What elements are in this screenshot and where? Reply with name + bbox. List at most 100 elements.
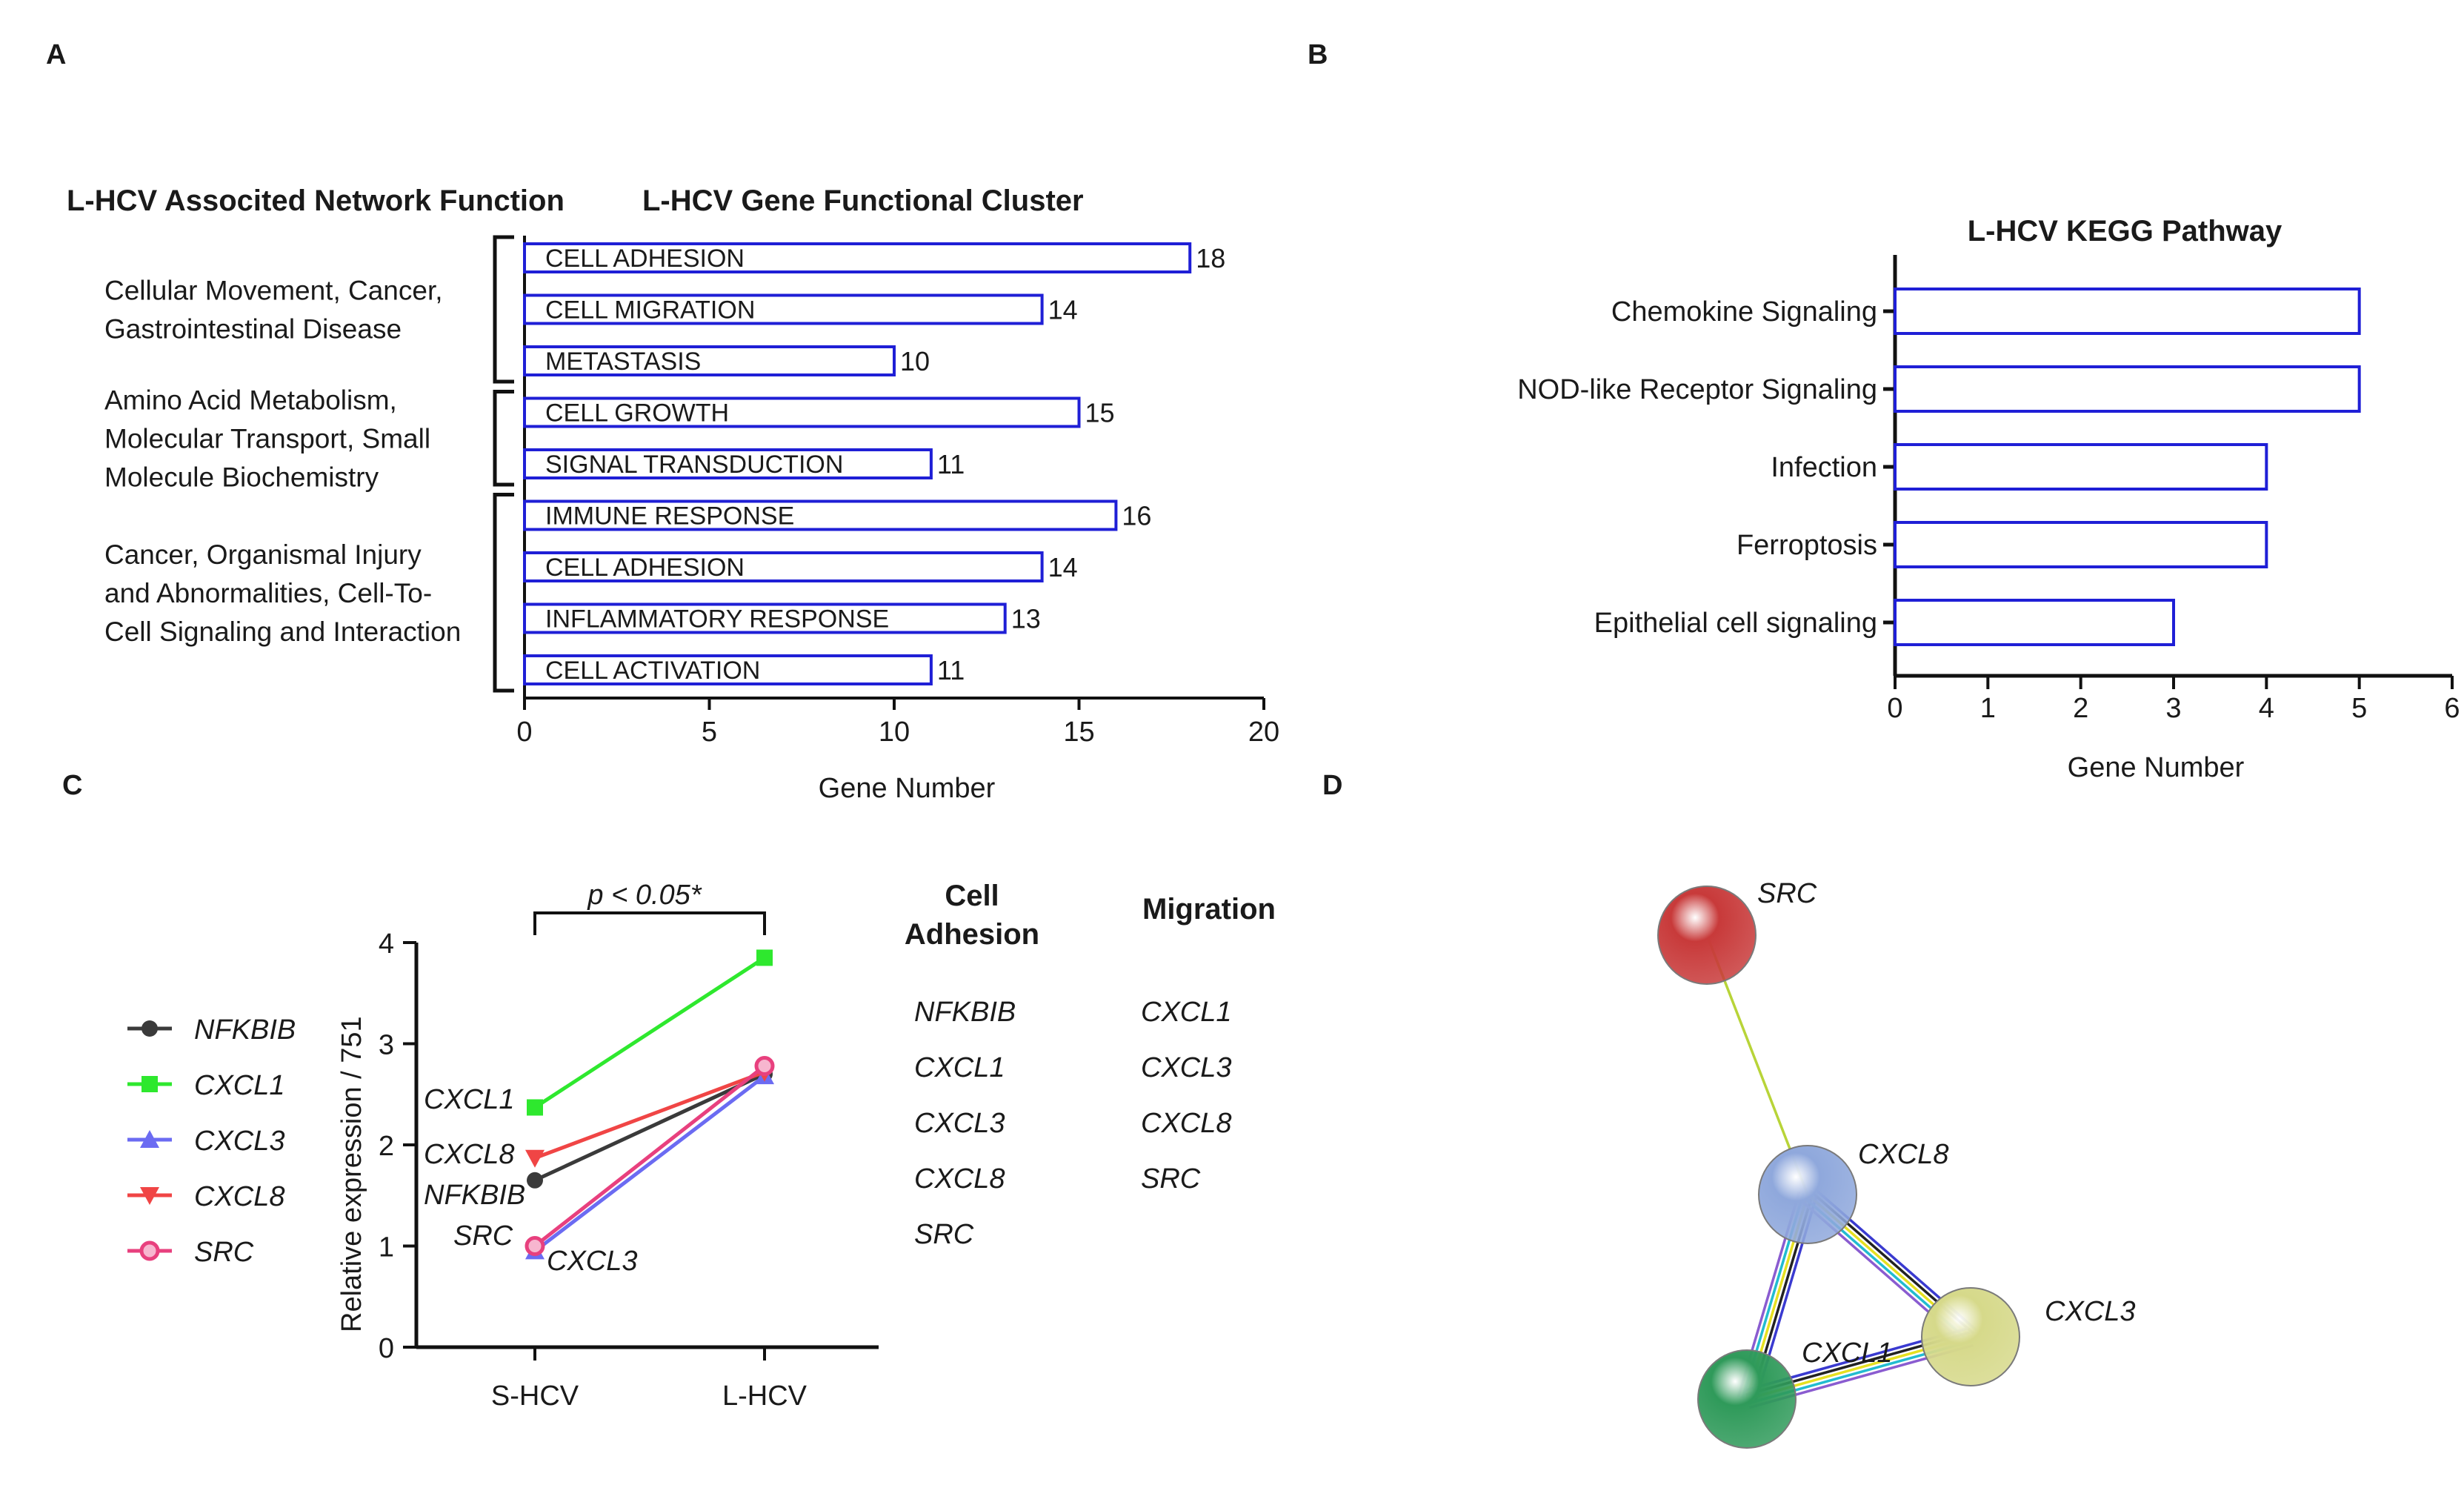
legend-label: CXCL1 bbox=[194, 1070, 285, 1101]
legend-marker bbox=[141, 1076, 158, 1092]
bar-label-a: IMMUNE RESPONSE bbox=[545, 502, 794, 531]
kegg-pathway-title: L-HCV KEGG Pathway bbox=[1968, 215, 2282, 248]
bar-a bbox=[523, 602, 1007, 634]
category-label-b: Epithelial cell signaling bbox=[1594, 608, 1877, 639]
category-label-b: Ferroptosis bbox=[1737, 530, 1877, 561]
bar-b bbox=[1894, 521, 2268, 568]
table-gene: CXCL3 bbox=[1141, 1052, 1232, 1083]
bar-value-a: 11 bbox=[937, 655, 965, 685]
x-tick-label-b: 0 bbox=[1887, 693, 1902, 724]
panel-c-expression-chart: Relative expression / 751 p < 0.05* 0 1 2 3… bbox=[127, 880, 879, 1412]
bar-b bbox=[1894, 288, 2361, 335]
legend-label: NFKBIB bbox=[194, 1014, 296, 1046]
table-gene: CXCL1 bbox=[1141, 997, 1232, 1028]
functional-cluster-title: L-HCV Gene Functional Cluster bbox=[642, 185, 1084, 217]
bar-label-a: CELL GROWTH bbox=[545, 399, 729, 428]
group-label-line: Gastrointestinal Disease bbox=[104, 314, 402, 345]
bar-a bbox=[523, 396, 1081, 428]
bar-a bbox=[523, 654, 933, 685]
point-label: CXCL3 bbox=[547, 1246, 638, 1277]
x-tick-label-a: 10 bbox=[879, 717, 910, 748]
y-tick-label-c: 4 bbox=[379, 928, 394, 960]
network-node-cxcl8 bbox=[1758, 1145, 1857, 1244]
table-column-header: Migration bbox=[1142, 893, 1276, 926]
network-node-label: SRC bbox=[1757, 878, 1817, 909]
legend-marker bbox=[140, 1130, 159, 1148]
network-node-src bbox=[1657, 886, 1757, 985]
panel-b-kegg-pathway-chart: L-HCV KEGG Pathway Gene Number 0 1 2 3 4 5 6 Ch… bbox=[1517, 215, 2460, 783]
network-node-label: CXCL8 bbox=[1858, 1139, 1949, 1170]
group-label-line: Molecular Transport, Small bbox=[104, 423, 430, 454]
x-category-label-c: L-HCV bbox=[722, 1381, 808, 1412]
y-tick-label-c: 1 bbox=[379, 1232, 394, 1263]
bar-label-a: CELL MIGRATION bbox=[545, 296, 755, 325]
data-point-cxcl8 bbox=[525, 1149, 545, 1168]
data-point-cxcl1 bbox=[527, 1099, 543, 1116]
network-node-cxcl3 bbox=[1921, 1287, 2020, 1386]
group-bracket bbox=[493, 235, 514, 384]
bar-b bbox=[1894, 599, 2175, 646]
table-column-header: Adhesion bbox=[905, 918, 1039, 951]
bar-label-a: METASTASIS bbox=[545, 348, 701, 376]
legend-marker bbox=[141, 1020, 158, 1037]
series-line-cxcl3 bbox=[533, 1074, 766, 1253]
group-label-line: Cell Signaling and Interaction bbox=[104, 617, 461, 647]
x-tick-label-a: 5 bbox=[702, 717, 717, 748]
group-label-line: Amino Acid Metabolism, bbox=[104, 385, 397, 415]
data-point-nfkbib bbox=[527, 1172, 543, 1189]
group-label-line: Molecule Biochemistry bbox=[104, 462, 379, 492]
group-label-line: and Abnormalities, Cell-To- bbox=[104, 578, 432, 608]
bar-value-a: 11 bbox=[937, 449, 965, 479]
panel-label-c: C bbox=[62, 770, 82, 801]
table-gene: NFKBIB bbox=[914, 997, 1016, 1028]
bar-a bbox=[523, 499, 1118, 531]
x-tick-label-b: 4 bbox=[2259, 693, 2274, 724]
bar-label-a: INFLAMMATORY RESPONSE bbox=[545, 605, 889, 634]
x-tick-label-a: 20 bbox=[1248, 717, 1279, 748]
network-node-label: CXCL1 bbox=[1802, 1338, 1893, 1369]
x-tick-label-a: 15 bbox=[1063, 717, 1094, 748]
group-label-line: Cellular Movement, Cancer, bbox=[104, 276, 443, 306]
series-line-nfkbib bbox=[533, 1072, 766, 1183]
bar-value-a: 13 bbox=[1011, 604, 1041, 634]
group-bracket bbox=[493, 390, 514, 487]
point-label: SRC bbox=[453, 1220, 513, 1252]
x-tick-label-a: 0 bbox=[516, 717, 532, 748]
group-label-line: Cancer, Organismal Injury bbox=[104, 539, 422, 570]
table-gene: CXCL3 bbox=[914, 1108, 1005, 1139]
category-label-b: NOD-like Receptor Signaling bbox=[1517, 374, 1877, 405]
x-tick-label-b: 1 bbox=[1980, 693, 1996, 724]
table-column-header: Cell bbox=[945, 880, 999, 912]
bar-value-a: 14 bbox=[1048, 552, 1078, 582]
series-line-src bbox=[533, 1064, 766, 1248]
bar-a bbox=[523, 345, 896, 376]
legend-marker bbox=[139, 1240, 160, 1261]
x-tick-label-b: 2 bbox=[2073, 693, 2088, 724]
x-tick-label-b: 5 bbox=[2351, 693, 2367, 724]
network-function-heading: L-HCV Associted Network Function bbox=[67, 185, 565, 217]
series-line-cxcl1 bbox=[533, 956, 766, 1109]
bar-value-a: 10 bbox=[900, 346, 930, 376]
gene-table: Cell Adhesion NFKBIB CXCL1 CXCL3 CXCL8 SRC Migr… bbox=[905, 880, 1276, 1250]
legend-label: CXCL3 bbox=[194, 1126, 285, 1157]
x-category-label-c: S-HCV bbox=[491, 1381, 579, 1412]
bar-label-a: CELL ADHESION bbox=[545, 554, 745, 582]
significance-label: p < 0.05* bbox=[587, 880, 702, 911]
bar-value-a: 18 bbox=[1196, 243, 1225, 273]
table-gene: CXCL8 bbox=[914, 1163, 1005, 1195]
category-label-b: Chemokine Signaling bbox=[1611, 296, 1877, 328]
panel-label-d: D bbox=[1322, 770, 1342, 801]
group-bracket bbox=[493, 493, 514, 693]
bar-b bbox=[1894, 443, 2268, 491]
legend-label: SRC bbox=[194, 1237, 254, 1268]
gene-number-axis-title-b: Gene Number bbox=[2068, 752, 2245, 783]
point-label: CXCL1 bbox=[424, 1084, 515, 1115]
bar-label-a: CELL ACTIVATION bbox=[545, 657, 760, 685]
data-point-src bbox=[525, 1236, 545, 1256]
bar-a bbox=[523, 448, 933, 479]
data-point-src bbox=[754, 1056, 775, 1077]
bar-a bbox=[523, 293, 1044, 325]
point-label: NFKBIB bbox=[424, 1180, 525, 1211]
data-point-cxcl1 bbox=[756, 949, 773, 966]
